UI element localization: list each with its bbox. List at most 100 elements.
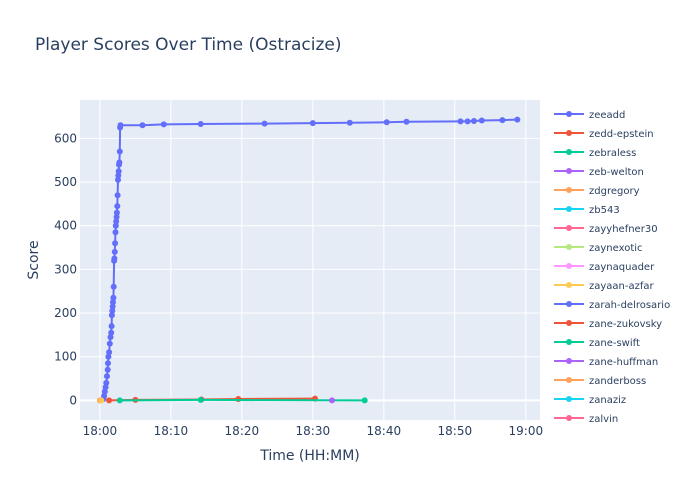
legend-item-zane-zukovsky[interactable]: zane-zukovsky [554,319,662,330]
legend-item-zebraless[interactable]: zebraless [554,148,636,159]
data-point [117,122,124,129]
legend-swatch-marker [566,396,572,402]
legend-item-zaynexotic[interactable]: zaynexotic [554,243,643,254]
y-tick-label: 100 [54,350,77,364]
data-point [112,222,119,229]
legend-item-zanaziz[interactable]: zanaziz [554,395,626,406]
series-zayaan-azfar [98,397,105,404]
data-point [114,192,121,199]
series-line [119,398,365,402]
data-point [115,172,122,179]
legend[interactable]: zeeadd zedd-epstein zebraless zeb-welton zdg… [554,110,670,425]
legend-swatch-marker [566,225,572,231]
data-point [116,148,123,155]
data-point [112,240,119,247]
legend-item-zarah-delrosario[interactable]: zarah-delrosario [554,300,670,311]
data-point [106,397,113,404]
legend-swatch-marker [566,377,572,383]
legend-label: zeb-welton [589,167,644,178]
legend-item-zdgregory[interactable]: zdgregory [554,186,640,197]
data-point [197,121,204,127]
data-point [403,118,410,125]
legend-item-zedd-epstein[interactable]: zedd-epstein [554,129,654,140]
legend-item-zeb-welton[interactable]: zeb-welton [554,167,644,178]
data-point [106,349,113,356]
legend-label: zayyhefner30 [589,224,658,235]
legend-swatch-marker [566,168,572,174]
data-point [105,353,112,360]
data-point [110,294,117,301]
legend-label: zeeadd [589,110,625,121]
x-tick-label: 18:40 [367,424,402,438]
data-point [139,122,146,129]
data-point [464,118,471,125]
x-axis-title: Time (HH:MM) [259,448,360,464]
data-point [108,312,115,319]
y-tick-label: 300 [54,262,77,276]
x-tick-label: 18:30 [296,424,331,438]
legend-item-zeeadd[interactable]: zeeadd [554,110,625,121]
legend-label: zanaziz [589,395,626,406]
chart-title: Player Scores Over Time (Ostracize) [35,35,342,55]
x-tick-label: 19:00 [509,424,544,438]
data-point [106,340,113,347]
data-point [499,117,506,124]
legend-label: zayaan-azfar [589,281,655,292]
x-tick-label: 18:00 [83,424,118,438]
legend-label: zane-zukovsky [589,319,662,330]
data-point [113,214,120,220]
data-point [107,334,114,341]
data-point [110,283,117,290]
data-point [261,120,268,127]
data-point [116,159,123,166]
data-point [113,209,120,216]
legend-swatch-marker [566,263,572,269]
legend-swatch-marker [566,282,572,288]
data-point [197,396,204,403]
grid [80,100,540,420]
data-point [110,299,116,306]
legend-item-zanderboss[interactable]: zanderboss [554,376,646,387]
data-point [235,396,242,402]
legend-swatch-marker [566,130,572,136]
legend-label: zaynaquader [589,262,655,273]
series-zebraless [116,396,368,404]
x-tick-label: 18:20 [225,424,260,438]
legend-label: zebraless [589,148,636,159]
data-point [309,120,316,127]
data-point [115,176,121,183]
legend-swatch-marker [566,358,572,364]
data-point [108,329,115,336]
y-tick-label: 600 [54,131,77,145]
data-point [112,229,119,236]
data-point [114,203,121,210]
legend-label: zedd-epstein [589,129,654,140]
data-point [383,119,390,126]
data-point [113,218,120,225]
data-point [514,116,521,123]
y-tick-label: 500 [54,175,77,189]
legend-label: zane-swift [589,338,640,349]
legend-item-zayaan-azfar[interactable]: zayaan-azfar [554,281,655,292]
legend-label: zaynexotic [589,243,643,254]
data-point [346,119,353,126]
legend-item-zb543[interactable]: zb543 [554,205,620,216]
data-point [361,397,368,404]
legend-swatch-marker [566,415,572,421]
legend-swatch-marker [566,339,572,345]
data-point [111,255,118,262]
legend-item-zalvin[interactable]: zalvin [554,414,618,425]
data-point [109,307,116,314]
data-point [109,303,116,310]
y-axis-title: Score [26,240,42,279]
legend-item-zayyhefner30[interactable]: zayyhefner30 [554,224,658,235]
legend-item-zane-huffman[interactable]: zane-huffman [554,357,658,368]
legend-item-zane-swift[interactable]: zane-swift [554,338,640,349]
legend-item-zaynaquader[interactable]: zaynaquader [554,262,655,273]
series-zeeadd [100,116,521,402]
data-point [457,118,464,125]
x-tick-label: 18:50 [438,424,473,438]
data-point [101,393,108,399]
